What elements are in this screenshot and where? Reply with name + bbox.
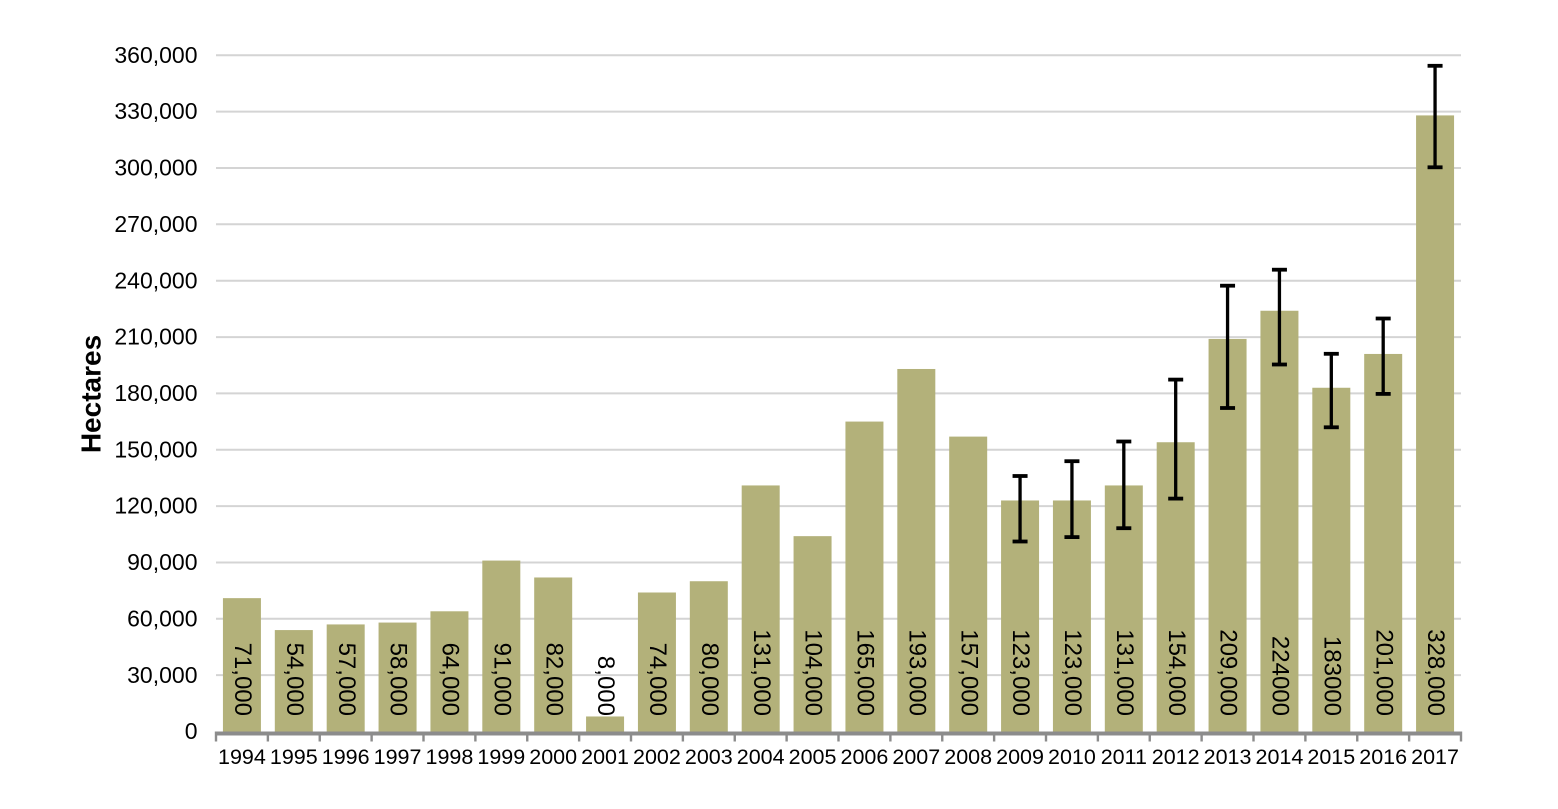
svg-text:2017: 2017	[1411, 745, 1459, 769]
svg-text:54,000: 54,000	[281, 643, 308, 716]
svg-text:360,000: 360,000	[114, 42, 197, 68]
svg-text:91,000: 91,000	[488, 643, 515, 716]
svg-text:1995: 1995	[270, 745, 318, 769]
svg-text:58,000: 58,000	[385, 643, 412, 716]
svg-text:2009: 2009	[996, 745, 1044, 769]
svg-text:2016: 2016	[1359, 745, 1407, 769]
svg-text:80,000: 80,000	[696, 643, 723, 716]
svg-text:2006: 2006	[841, 745, 889, 769]
svg-text:180,000: 180,000	[114, 380, 197, 406]
svg-text:57,000: 57,000	[333, 643, 360, 716]
svg-text:2008: 2008	[944, 745, 992, 769]
svg-text:123,000: 123,000	[1059, 629, 1086, 716]
svg-text:2010: 2010	[1048, 745, 1096, 769]
svg-text:0: 0	[185, 718, 198, 744]
svg-text:1999: 1999	[477, 745, 525, 769]
svg-text:2004: 2004	[737, 745, 785, 769]
svg-text:224000: 224000	[1267, 636, 1294, 716]
svg-text:201,000: 201,000	[1370, 629, 1397, 716]
svg-text:123,000: 123,000	[1007, 629, 1034, 716]
svg-text:2005: 2005	[789, 745, 837, 769]
svg-text:2011: 2011	[1101, 745, 1147, 769]
svg-text:131,000: 131,000	[1111, 629, 1138, 716]
svg-text:120,000: 120,000	[114, 493, 197, 519]
svg-text:270,000: 270,000	[114, 211, 197, 237]
svg-text:104,000: 104,000	[800, 629, 827, 716]
svg-text:1997: 1997	[374, 745, 422, 769]
svg-text:Hectares: Hectares	[75, 335, 106, 453]
svg-text:2000: 2000	[529, 745, 577, 769]
svg-text:30,000: 30,000	[127, 662, 197, 688]
svg-text:74,000: 74,000	[644, 643, 671, 716]
svg-text:82,000: 82,000	[540, 643, 567, 716]
svg-text:165,000: 165,000	[852, 629, 879, 716]
svg-text:8,000: 8,000	[592, 656, 619, 716]
svg-text:1994: 1994	[218, 745, 266, 769]
svg-text:2003: 2003	[685, 745, 733, 769]
svg-text:1998: 1998	[426, 745, 474, 769]
svg-text:154,000: 154,000	[1163, 629, 1190, 716]
svg-text:64,000: 64,000	[437, 643, 464, 716]
svg-text:157,000: 157,000	[955, 629, 982, 716]
svg-text:209,000: 209,000	[1215, 629, 1242, 716]
svg-text:131,000: 131,000	[748, 629, 775, 716]
svg-text:328,000: 328,000	[1422, 629, 1449, 716]
svg-text:2002: 2002	[633, 745, 681, 769]
svg-text:2013: 2013	[1204, 745, 1252, 769]
svg-text:183000: 183000	[1318, 636, 1345, 716]
svg-text:2015: 2015	[1307, 745, 1355, 769]
svg-text:240,000: 240,000	[114, 267, 197, 293]
svg-text:90,000: 90,000	[127, 549, 197, 575]
svg-text:1996: 1996	[322, 745, 370, 769]
svg-text:60,000: 60,000	[127, 605, 197, 631]
svg-text:2001: 2001	[581, 745, 629, 769]
svg-text:210,000: 210,000	[114, 324, 197, 350]
svg-text:2014: 2014	[1256, 745, 1304, 769]
svg-text:193,000: 193,000	[903, 629, 930, 716]
svg-text:2012: 2012	[1152, 745, 1200, 769]
svg-text:2007: 2007	[892, 745, 940, 769]
svg-text:330,000: 330,000	[114, 98, 197, 124]
svg-text:150,000: 150,000	[114, 436, 197, 462]
svg-text:300,000: 300,000	[114, 155, 197, 181]
svg-text:71,000: 71,000	[229, 643, 256, 716]
